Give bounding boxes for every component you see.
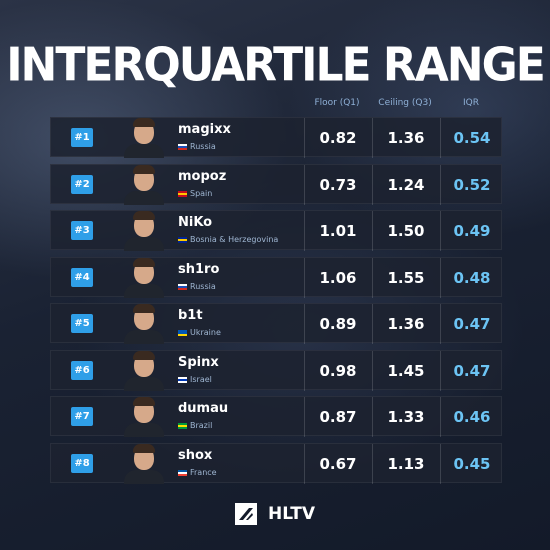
- rank-badge: #6: [71, 360, 93, 380]
- rank-badge: #5: [71, 314, 93, 333]
- rank-badge: #3: [71, 221, 93, 240]
- rank-badge: #4: [71, 267, 93, 287]
- player-row: #2 mopoz Spain 0.73 1.24 0.52: [50, 163, 502, 205]
- player-row: #6 Spinx Israel 0.98 1.45 0.47: [50, 349, 502, 391]
- country-label: Russia: [190, 142, 216, 151]
- header-floor: Floor (Q1): [314, 98, 360, 108]
- player-name: magixx: [178, 122, 231, 137]
- player-row: #3 NiKo Bosnia & Herzegovina 1.01 1.50 0…: [50, 210, 502, 251]
- player-photo: [122, 164, 166, 205]
- iqr-value: 0.52: [453, 175, 491, 194]
- floor-value: 0.89: [319, 315, 357, 333]
- player-country: France: [178, 468, 217, 477]
- flag-icon: [178, 144, 187, 150]
- ceiling-value: 1.36: [387, 315, 425, 333]
- hltv-logo-icon: [234, 503, 257, 525]
- player-name: mopoz: [178, 168, 227, 184]
- player-country: Russia: [178, 282, 216, 291]
- player-photo: [122, 350, 166, 391]
- flag-icon: [178, 237, 187, 243]
- rank-badge: #8: [71, 453, 93, 473]
- player-photo: [122, 304, 166, 344]
- player-country: Israel: [178, 375, 212, 384]
- player-country: Russia: [178, 142, 216, 151]
- ceiling-value: 1.55: [387, 268, 425, 287]
- flag-icon: [178, 423, 187, 429]
- player-row: #5 b1t Ukraine 0.89 1.36 0.47: [50, 303, 502, 344]
- player-photo: [122, 118, 166, 158]
- ceiling-value: 1.36: [387, 129, 425, 147]
- player-name: shox: [178, 447, 213, 463]
- floor-value: 0.67: [319, 454, 357, 473]
- player-name: sh1ro: [178, 261, 220, 277]
- flag-icon: [178, 190, 187, 197]
- player-name: dumau: [178, 401, 229, 416]
- logo-text: HLTV: [268, 504, 316, 524]
- column-headers: Floor (Q1) Ceiling (Q3) IQR: [0, 98, 550, 112]
- floor-value: 0.87: [319, 408, 357, 426]
- country-label: France: [190, 467, 217, 477]
- floor-value: 1.01: [319, 222, 357, 240]
- header-iqr: IQR: [463, 98, 479, 108]
- player-country: Brazil: [178, 421, 212, 430]
- flag-icon: [178, 330, 187, 336]
- player-row: #8 shox France 0.67 1.13 0.45: [50, 442, 502, 484]
- player-name: Spinx: [178, 354, 219, 370]
- floor-value: 0.73: [319, 175, 357, 194]
- country-label: Brazil: [190, 421, 213, 430]
- flag-icon: [178, 469, 187, 476]
- player-country: Ukraine: [178, 328, 221, 337]
- rank-badge: #2: [71, 174, 93, 194]
- iqr-value: 0.45: [453, 454, 491, 473]
- iqr-value: 0.47: [453, 315, 491, 333]
- player-country: Bosnia & Herzegovina: [178, 235, 278, 244]
- flag-icon: [178, 376, 187, 383]
- iqr-value: 0.48: [453, 268, 491, 287]
- player-photo: [122, 443, 166, 484]
- country-label: Spain: [190, 188, 213, 198]
- floor-value: 0.82: [319, 129, 357, 147]
- ceiling-value: 1.45: [387, 361, 425, 380]
- rank-badge: #1: [71, 128, 93, 147]
- iqr-value: 0.47: [453, 361, 491, 380]
- flag-icon: [178, 283, 187, 290]
- page-title: INTERQUARTILE RANGE: [6, 38, 546, 93]
- player-photo: [122, 397, 166, 437]
- header-ceiling: Ceiling (Q3): [378, 98, 432, 108]
- country-label: Russia: [190, 281, 216, 291]
- ceiling-value: 1.24: [387, 175, 425, 194]
- iqr-value: 0.54: [453, 129, 491, 147]
- floor-value: 0.98: [319, 361, 357, 380]
- iqr-value: 0.46: [453, 408, 491, 426]
- player-row: #4 sh1ro Russia 1.06 1.55 0.48: [50, 256, 502, 298]
- player-name: b1t: [178, 308, 203, 323]
- floor-value: 1.06: [319, 268, 357, 287]
- hltv-logo: HLTV: [0, 503, 550, 529]
- country-label: Bosnia & Herzegovina: [190, 235, 279, 244]
- player-name: NiKo: [178, 215, 213, 230]
- player-row: #7 dumau Brazil 0.87 1.33 0.46: [50, 396, 502, 437]
- player-photo: [122, 211, 166, 251]
- country-label: Israel: [190, 374, 212, 384]
- country-label: Ukraine: [190, 328, 221, 337]
- ceiling-value: 1.33: [387, 408, 425, 426]
- player-photo: [122, 257, 166, 298]
- iqr-value: 0.49: [453, 222, 491, 240]
- rank-badge: #7: [71, 407, 93, 426]
- player-country: Spain: [178, 189, 212, 198]
- ceiling-value: 1.13: [387, 454, 425, 473]
- ceiling-value: 1.50: [387, 222, 425, 240]
- player-row: #1 magixx Russia 0.82 1.36 0.54: [50, 117, 502, 158]
- ranking-table: #1 magixx Russia 0.82 1.36 0.54 #2 mopoz…: [50, 117, 502, 489]
